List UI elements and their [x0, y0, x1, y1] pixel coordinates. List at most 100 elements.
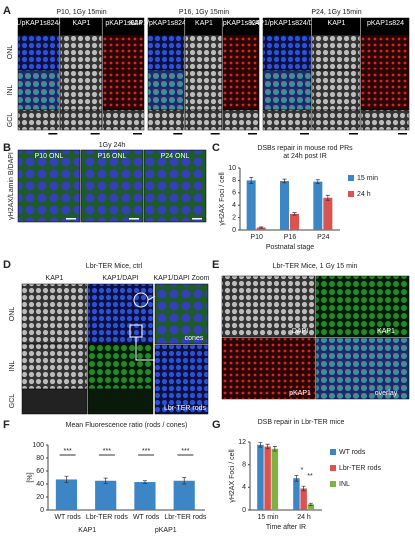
micrograph — [147, 69, 185, 111]
x-tick-label: P24 — [317, 234, 330, 241]
legend-swatch — [348, 191, 354, 197]
micrograph — [147, 34, 185, 71]
inset-label: cones — [185, 335, 204, 342]
error-bar — [301, 485, 306, 492]
panel-letter: F — [3, 419, 10, 431]
bar — [290, 213, 299, 230]
bar — [323, 197, 333, 230]
scale-bar — [398, 133, 407, 135]
group-label: KAP1 — [78, 527, 96, 534]
x-tick-label: Lbr-TER rods — [86, 514, 129, 521]
micrograph — [185, 69, 222, 111]
error-bar — [282, 178, 287, 184]
bar — [293, 478, 300, 510]
panel-letter: B — [3, 142, 11, 154]
y-tick-label: 80 — [36, 455, 44, 462]
row-label: ONL — [9, 307, 16, 322]
micrograph — [222, 34, 260, 71]
scale-bar — [129, 218, 139, 220]
bar — [134, 482, 156, 510]
inset-label: Lbr-TER rods — [164, 405, 207, 412]
scale-bar — [192, 218, 202, 220]
micrograph — [143, 149, 207, 223]
image-label: P24 ONL — [161, 153, 190, 160]
y-tick-label: 0 — [232, 227, 236, 234]
micrograph — [315, 275, 410, 338]
y-tick-label: 0 — [242, 507, 246, 514]
micrograph — [102, 69, 145, 111]
bar — [300, 488, 307, 510]
x-tick-label: 15 min — [257, 514, 278, 521]
error-bar — [182, 477, 187, 485]
legend-swatch — [348, 175, 354, 181]
error-bar — [142, 480, 147, 484]
legend-label: INL — [339, 481, 350, 488]
y-axis-label: [%] — [27, 472, 34, 482]
y-tick-label: 4 — [242, 484, 246, 491]
image-label: overlay — [375, 390, 398, 397]
image-label: P16 ONL — [98, 153, 127, 160]
y-tick-label: 2 — [232, 214, 236, 221]
panel-title: Lbr-TER Mice, 1 Gy 15 min — [273, 263, 358, 270]
micrograph — [17, 34, 60, 71]
channel-label: KAP1/pKAP1s824/DAPI — [129, 20, 204, 27]
panel-title: 1Gy 24h — [99, 142, 126, 149]
micrograph — [87, 343, 154, 390]
legend-swatch — [330, 465, 336, 471]
micrograph — [17, 69, 60, 111]
y-tick-label: 8 — [232, 177, 236, 184]
scale-bar — [300, 133, 309, 135]
chart-title: DSBs repair in mouse rod PRs — [257, 145, 353, 152]
channel-label: KAP1 — [328, 20, 346, 27]
scale-bar — [210, 133, 220, 135]
bar — [280, 181, 289, 230]
scale-bar — [173, 133, 183, 135]
y-axis-label: γH2AX Foci / cell — [219, 172, 226, 226]
chart-title: at 24h post IR — [283, 153, 327, 160]
legend-swatch — [330, 449, 336, 455]
scale-bar — [48, 133, 58, 135]
group-title: P24, 1Gy 15min — [311, 9, 361, 16]
y-tick-label: 10 — [228, 165, 236, 172]
y-tick-label: 12 — [238, 439, 246, 446]
channel-label: pKAP1s824 — [367, 20, 404, 27]
bar — [256, 227, 266, 230]
y-tick-label: 0 — [40, 507, 44, 514]
micrograph — [311, 109, 361, 131]
micrograph — [60, 34, 102, 71]
group-label: pKAP1 — [155, 527, 177, 534]
significance: *** — [64, 448, 72, 455]
micrograph — [80, 149, 144, 223]
y-tick-label: 4 — [232, 202, 236, 209]
stain-label: γH2AX/Lamin B/DAPI — [8, 152, 15, 220]
error-bar — [292, 212, 297, 216]
bar — [55, 479, 78, 510]
scale-bar — [66, 218, 76, 220]
bar — [271, 448, 279, 510]
y-axis-label: γH2AX Foci / cell — [229, 449, 236, 503]
row-label: INL — [7, 84, 14, 95]
x-tick-label: 24 h — [297, 514, 311, 521]
y-tick-label: 8 — [242, 462, 246, 469]
micrograph — [185, 109, 222, 131]
error-bar — [64, 475, 69, 484]
column-label: KAP1 — [46, 275, 64, 282]
micrograph — [311, 34, 361, 71]
image-label: KAP1 — [377, 328, 395, 335]
micrograph — [147, 109, 185, 131]
micrograph — [102, 34, 145, 71]
significance: *** — [142, 448, 150, 455]
micrograph — [21, 388, 88, 415]
micrograph — [360, 34, 410, 71]
x-tick-label: P10 — [250, 234, 263, 241]
group-title: P16, 1Gy 15min — [179, 9, 229, 16]
significance: *** — [103, 448, 111, 455]
micrograph — [21, 343, 88, 390]
row-label: GCL — [7, 113, 14, 128]
connector — [135, 337, 155, 361]
error-bar — [249, 176, 254, 184]
x-tick-label: P16 — [284, 234, 297, 241]
legend-label: WT rods — [339, 449, 366, 456]
bar — [307, 504, 315, 510]
bar — [264, 446, 271, 510]
